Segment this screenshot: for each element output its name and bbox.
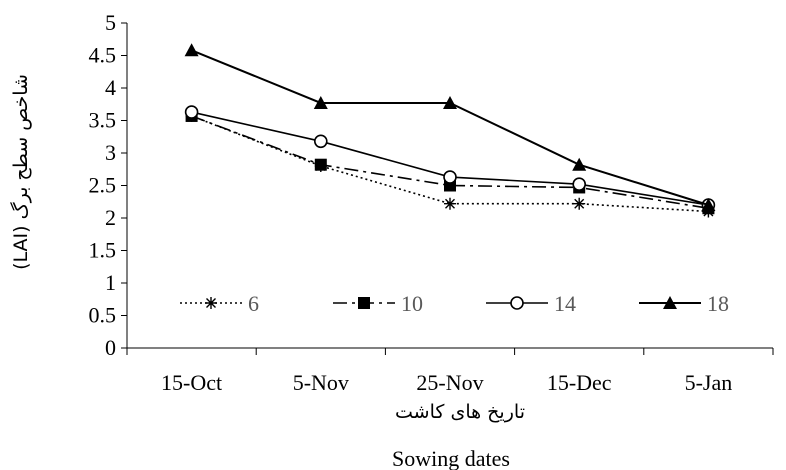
x-tick-label: 5-Jan bbox=[685, 370, 733, 395]
data-point-14 bbox=[184, 105, 199, 119]
x-axis-title-persian: تاریخ های کاشت bbox=[395, 401, 525, 423]
data-point-18 bbox=[184, 43, 199, 57]
legend-entry-6: 6 bbox=[180, 291, 259, 316]
x-tick-label: 15-Oct bbox=[161, 370, 222, 395]
x-axis-title: Sowing dates bbox=[392, 446, 510, 470]
y-axis-title: شاخص سطح برگ (LAI) bbox=[10, 74, 32, 270]
y-tick-label: 0 bbox=[105, 335, 116, 360]
data-point-14 bbox=[572, 177, 587, 191]
y-tick-label: 1.5 bbox=[89, 238, 117, 263]
series-6 bbox=[185, 109, 715, 218]
x-tick-label: 5-Nov bbox=[293, 370, 349, 395]
y-tick-label: 4 bbox=[105, 75, 116, 100]
data-point-10 bbox=[314, 158, 327, 171]
legend-entry-14: 14 bbox=[486, 291, 576, 316]
legend-marker bbox=[358, 297, 370, 309]
data-point-6 bbox=[573, 197, 586, 210]
data-point-14 bbox=[443, 170, 457, 184]
data-point-18 bbox=[313, 95, 328, 109]
legend-marker bbox=[205, 297, 217, 309]
legend-label: 14 bbox=[554, 291, 576, 316]
y-tick-label: 0.5 bbox=[89, 303, 117, 328]
legend-marker bbox=[663, 296, 677, 309]
data-point-18 bbox=[443, 95, 457, 109]
y-tick-label: 4.5 bbox=[89, 43, 117, 68]
data-point-14 bbox=[313, 134, 328, 149]
x-tick-label: 15-Dec bbox=[547, 370, 612, 395]
data-point-18 bbox=[701, 198, 716, 211]
y-axis: 0 0.5 1 1.5 2 2.5 3 3.5 4 4.5 5 bbox=[89, 10, 128, 360]
series-14 bbox=[184, 105, 716, 212]
y-tick-label: 2 bbox=[105, 205, 116, 230]
x-axis: 15-Oct 5-Nov 25-Nov 15-Dec 5-Jan bbox=[126, 347, 774, 395]
legend-label: 6 bbox=[248, 291, 259, 316]
legend-label: 10 bbox=[401, 291, 423, 316]
y-tick-label: 5 bbox=[105, 10, 116, 35]
legend-entry-10: 10 bbox=[333, 291, 423, 316]
y-tick-label: 3.5 bbox=[89, 108, 117, 133]
data-point-6 bbox=[444, 197, 456, 210]
legend-marker bbox=[510, 296, 524, 310]
y-tick-label: 1 bbox=[105, 270, 116, 295]
data-point-18 bbox=[572, 157, 587, 171]
series-line-6 bbox=[191, 115, 709, 213]
series-layer bbox=[184, 43, 716, 218]
y-tick-label: 2.5 bbox=[89, 173, 117, 198]
legend-label: 18 bbox=[707, 291, 729, 316]
series-18 bbox=[184, 43, 716, 211]
legend-entry-18: 18 bbox=[639, 291, 729, 316]
x-tick-label: 25-Nov bbox=[416, 370, 483, 395]
series-line-10 bbox=[191, 115, 709, 210]
y-tick-label: 3 bbox=[105, 140, 116, 165]
legend: 6 10 14 18 bbox=[180, 291, 729, 316]
